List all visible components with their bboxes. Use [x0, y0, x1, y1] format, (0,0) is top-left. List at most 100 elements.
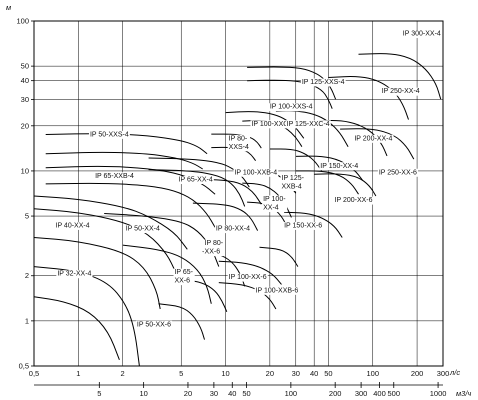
x-tick-label-ls: 2 [121, 369, 125, 378]
curve-ip-50-xxs-4 [45, 133, 208, 155]
x-tick-label-ls: 50 [324, 369, 332, 378]
y-tick-label: 0,5 [19, 362, 29, 371]
y-tick-label: 50 [21, 62, 29, 71]
region-label-ip-150-xx-6: IP 150-XX-6 [284, 222, 322, 229]
curve-ip-100-xx-6 [218, 260, 282, 285]
curve-ip-40-xx-4 [33, 237, 161, 310]
label-background [268, 103, 314, 112]
curve-ip-40-xx-4 [33, 208, 177, 273]
label-background [173, 268, 195, 286]
curve-ip-100-xx-6 [218, 282, 277, 310]
x-tick-label-m3h: 1000 [430, 389, 447, 398]
region-label-ip-200-xx-4: IP 200-XX-4 [354, 135, 392, 142]
region-labels: IP 300-XX-4 IP 125-XXS-4 IP 250-XX-4 IP 100… [54, 30, 442, 329]
region-label-ip-300-xx-4: IP 300-XX-4 [403, 31, 441, 38]
region-label-ip-50-xx-4: IP 50-XX-4 [126, 226, 160, 233]
label-background [380, 87, 421, 96]
y-tick-label: 100 [16, 17, 29, 26]
label-background [227, 134, 250, 152]
y-tick-label: 5 [25, 212, 29, 221]
curve-ip-32-xx-4 [33, 296, 120, 360]
x-tick-label-ls: 5 [179, 369, 183, 378]
curve-ip-250-xx-4 [328, 76, 409, 120]
x-tick-label-m3h: 300 [355, 389, 368, 398]
region-label-ip-250-xx-4: IP 250-XX-4 [382, 88, 420, 95]
label-background [203, 239, 225, 257]
label-background [280, 174, 306, 192]
x-axis-ticks-m3h: 5 10 20 30 40 50 100 200 300 400 500 1000 [97, 382, 446, 398]
region-label-ip-65-xxb-4: IP 65-XXB-4 [95, 173, 134, 180]
x-axis-ticks-ls: 0,5 1 2 5 10 20 30 40 50 100 200 300 [29, 369, 450, 386]
region-label-ip-100-xxc-4: IP 100-XXC-4 [251, 121, 294, 128]
region-label-ip-65-xx-6: IP 65-XX-6 [174, 269, 193, 285]
label-background [227, 273, 268, 282]
y-tick-label: 40 [21, 76, 29, 85]
curve-ip-300-xx-4 [358, 53, 442, 100]
label-background [353, 134, 394, 143]
region-label-ip-125-xxc-4: IP 125-XXC-4 [287, 121, 330, 128]
label-background [300, 78, 346, 87]
x-axis-label-ls: л/с [449, 368, 460, 377]
label-background [285, 120, 331, 129]
label-background [88, 130, 130, 139]
x-tick-label-m3h: 20 [184, 389, 192, 398]
curve-ip-80-xx-4 [192, 202, 259, 231]
curve-ip-250-xx-6 [340, 128, 415, 160]
curve-ip-50-xxs-4 [45, 151, 203, 170]
region-label-ip-125-xxb-4: IP 125-XXB-4 [282, 175, 305, 191]
region-label-ip-100-xxb-4: IP 100-XXB-4 [234, 169, 277, 176]
y-tick-label: 2 [25, 271, 29, 280]
label-background [54, 221, 91, 230]
x-tick-label-ls: 0,5 [29, 369, 39, 378]
label-background [56, 270, 93, 279]
region-label-ip-40-xx-4: IP 40-XX-4 [56, 222, 90, 229]
y-tick-label: 1 [25, 316, 29, 325]
region-label-ip-250-xx-6: IP 250-XX-6 [379, 169, 417, 176]
y-axis-label: м [6, 3, 11, 12]
label-background [135, 320, 173, 329]
label-background [262, 195, 288, 213]
plot-frame [33, 20, 444, 367]
label-background [283, 221, 324, 230]
region-label-ip-32-xx-4: IP 32-XX-4 [57, 271, 91, 278]
x-tick-label-ls: 1 [76, 369, 80, 378]
curve-ip-50-xx-4 [122, 244, 212, 304]
label-background [401, 30, 442, 39]
label-background [94, 172, 135, 181]
curve-ip-100-xxb-6 [259, 246, 299, 267]
label-background [319, 162, 360, 171]
x-tick-label-ls: 100 [367, 369, 380, 378]
label-background [214, 225, 252, 234]
region-label-ip-100-xx-6: IP 100-XX-6 [229, 274, 267, 281]
curve-ip-150-xx-6 [284, 211, 343, 238]
x-tick-label-ls: 10 [221, 369, 229, 378]
x-tick-label-m3h: 40 [228, 389, 236, 398]
region-label-ip-50-xx-6: IP 50-XX-6 [137, 321, 171, 328]
region-label-ip-150-xx-4: IP 150-XX-4 [320, 163, 358, 170]
curve-ip-40-xx-4 [33, 195, 188, 250]
region-label-ip-200-xx-6: IP 200-XX-6 [335, 197, 373, 204]
region-label-ip-50-xxs-4: IP 50-XXS-4 [90, 131, 129, 138]
x-tick-label-m3h: 10 [139, 389, 147, 398]
curve-ip-65-xx-4 [148, 169, 246, 207]
region-label-ip-100-xxs-4: IP 100-XXS-4 [270, 104, 313, 111]
label-background [377, 168, 418, 177]
curve-ip-150-xx-4 [295, 170, 359, 195]
x-tick-label-m3h: 30 [210, 389, 218, 398]
x-tick-label-m3h: 400 [373, 389, 386, 398]
x-tick-label-ls: 300 [437, 369, 450, 378]
x-tick-label-m3h: 100 [285, 389, 298, 398]
label-background [177, 176, 214, 185]
x-tick-label-ls: 40 [310, 369, 318, 378]
x-tick-label-ls: 20 [266, 369, 274, 378]
curve-ip-125-xxb-4 [269, 148, 323, 172]
y-tick-label: 10 [21, 166, 29, 175]
region-label-ip-80-xx-6: IP 80-XX-6 [205, 240, 224, 256]
label-background [233, 168, 279, 177]
label-background [333, 196, 374, 205]
region-label-ip-80-xxs-4: IP 80-XXS-4 [229, 135, 249, 151]
curve-ip-65-xxb-4 [45, 182, 216, 228]
region-label-ip-100-xx-4: IP 100-XX-4 [263, 196, 286, 212]
